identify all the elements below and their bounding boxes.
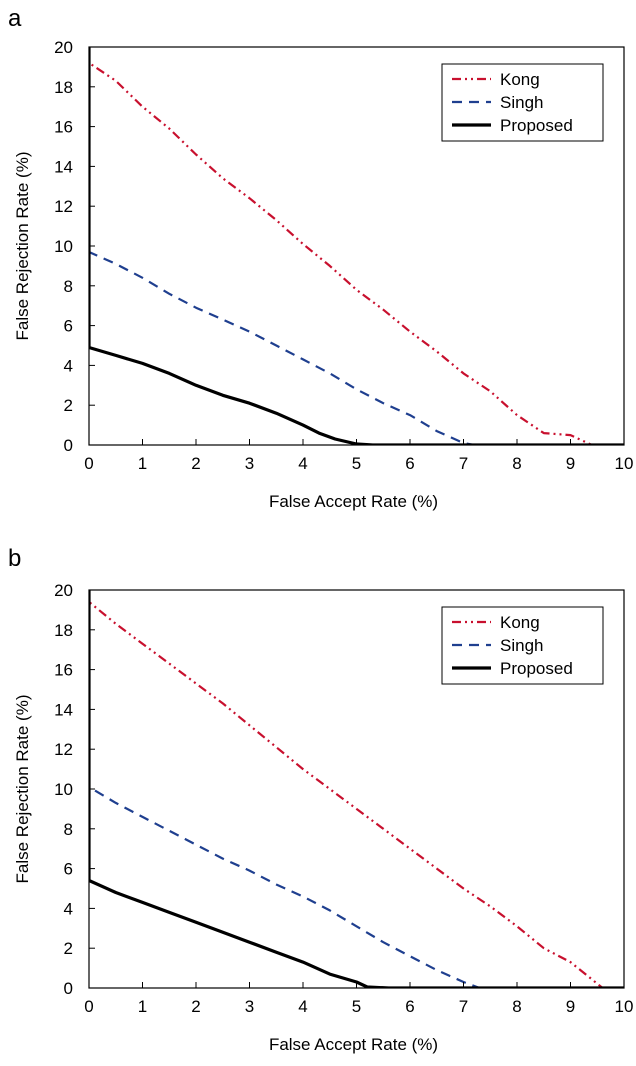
x-tick-label: 3 (245, 997, 254, 1016)
y-tick-label: 18 (54, 621, 73, 640)
series-line-proposed (89, 590, 624, 988)
y-tick-label: 12 (54, 740, 73, 759)
series-line-singh (89, 47, 624, 445)
x-tick-label: 9 (566, 997, 575, 1016)
x-tick-label: 9 (566, 454, 575, 473)
y-tick-label: 16 (54, 118, 73, 137)
legend-label-proposed: Proposed (500, 659, 573, 678)
x-tick-label: 1 (138, 997, 147, 1016)
y-tick-label: 10 (54, 780, 73, 799)
x-tick-label: 6 (405, 454, 414, 473)
series-line-kong (89, 47, 624, 445)
y-tick-label: 14 (54, 700, 73, 719)
panel-label: a (8, 5, 22, 32)
y-tick-label: 10 (54, 237, 73, 256)
x-tick-label: 3 (245, 454, 254, 473)
x-tick-label: 8 (512, 997, 521, 1016)
x-tick-label: 5 (352, 454, 361, 473)
x-tick-label: 10 (615, 997, 634, 1016)
y-tick-label: 8 (64, 277, 73, 296)
y-tick-label: 0 (64, 979, 73, 998)
series-line-kong (89, 590, 624, 988)
x-tick-label: 2 (191, 454, 200, 473)
x-tick-label: 1 (138, 454, 147, 473)
y-tick-label: 4 (64, 356, 73, 375)
series-line-singh (89, 590, 624, 988)
legend-label-kong: Kong (500, 613, 540, 632)
x-axis-label: False Accept Rate (%) (269, 492, 438, 511)
series-line-proposed (89, 47, 624, 445)
legend-box (441, 63, 604, 142)
y-tick-label: 2 (64, 396, 73, 415)
y-tick-label: 6 (64, 860, 73, 879)
x-tick-label: 0 (84, 997, 93, 1016)
y-tick-label: 6 (64, 317, 73, 336)
x-tick-label: 4 (298, 997, 307, 1016)
legend: Kong Singh Proposed (441, 606, 604, 685)
legend-label-proposed: Proposed (500, 116, 573, 135)
y-tick-label: 8 (64, 820, 73, 839)
legend-box (441, 606, 604, 685)
x-tick-label: 8 (512, 454, 521, 473)
legend-label-singh: Singh (500, 636, 543, 655)
x-tick-label: 4 (298, 454, 307, 473)
y-tick-label: 0 (64, 436, 73, 455)
panel-label: b (8, 545, 21, 572)
x-tick-label: 0 (84, 454, 93, 473)
y-tick-label: 16 (54, 661, 73, 680)
y-tick-label: 14 (54, 157, 73, 176)
x-tick-label: 7 (459, 454, 468, 473)
y-axis-label: False Rejection Rate (%) (13, 695, 32, 884)
y-tick-label: 20 (54, 38, 73, 57)
legend: Kong Singh Proposed (441, 63, 604, 142)
y-axis-label: False Rejection Rate (%) (13, 152, 32, 341)
x-tick-label: 2 (191, 997, 200, 1016)
x-tick-label: 10 (615, 454, 634, 473)
legend-label-singh: Singh (500, 93, 543, 112)
x-tick-label: 5 (352, 997, 361, 1016)
x-tick-label: 7 (459, 997, 468, 1016)
y-tick-label: 12 (54, 197, 73, 216)
y-tick-label: 2 (64, 939, 73, 958)
x-tick-label: 6 (405, 997, 414, 1016)
y-tick-label: 4 (64, 899, 73, 918)
x-axis-label: False Accept Rate (%) (269, 1035, 438, 1054)
legend-label-kong: Kong (500, 70, 540, 89)
y-tick-label: 20 (54, 581, 73, 600)
y-tick-label: 18 (54, 78, 73, 97)
